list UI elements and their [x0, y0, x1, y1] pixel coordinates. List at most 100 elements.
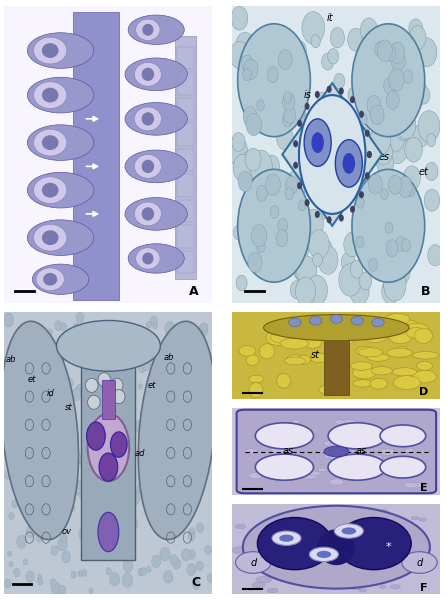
- Ellipse shape: [402, 552, 437, 574]
- Circle shape: [23, 479, 26, 485]
- Circle shape: [287, 521, 302, 527]
- Bar: [175, 36, 196, 279]
- Circle shape: [44, 347, 52, 359]
- Circle shape: [187, 563, 196, 575]
- Circle shape: [76, 384, 83, 394]
- Ellipse shape: [309, 316, 322, 325]
- Ellipse shape: [386, 313, 410, 325]
- Ellipse shape: [128, 244, 184, 273]
- Circle shape: [69, 340, 77, 351]
- Bar: [177, 47, 194, 69]
- Circle shape: [384, 77, 396, 94]
- Circle shape: [266, 35, 279, 54]
- Circle shape: [67, 424, 72, 431]
- Bar: [177, 175, 194, 197]
- Circle shape: [359, 111, 364, 118]
- Circle shape: [230, 41, 249, 69]
- Circle shape: [304, 199, 310, 206]
- Ellipse shape: [353, 380, 372, 387]
- Circle shape: [253, 582, 266, 588]
- Circle shape: [173, 559, 181, 569]
- Circle shape: [103, 550, 108, 557]
- Ellipse shape: [259, 344, 275, 359]
- Circle shape: [147, 509, 156, 522]
- Circle shape: [389, 541, 401, 546]
- Ellipse shape: [27, 125, 94, 160]
- Circle shape: [72, 388, 81, 401]
- Text: s: s: [94, 333, 98, 342]
- Ellipse shape: [342, 527, 356, 535]
- Circle shape: [276, 230, 288, 247]
- Circle shape: [270, 43, 283, 62]
- Circle shape: [394, 112, 414, 140]
- Circle shape: [361, 520, 373, 525]
- Circle shape: [377, 151, 394, 175]
- Circle shape: [165, 442, 172, 451]
- Circle shape: [28, 419, 33, 427]
- Circle shape: [412, 82, 428, 105]
- Bar: [177, 124, 194, 146]
- Circle shape: [169, 468, 176, 478]
- Bar: [177, 226, 194, 248]
- Circle shape: [84, 488, 91, 497]
- Circle shape: [189, 532, 195, 541]
- Ellipse shape: [270, 332, 294, 343]
- Ellipse shape: [335, 140, 363, 187]
- Circle shape: [178, 416, 188, 429]
- Circle shape: [192, 457, 199, 467]
- Ellipse shape: [289, 318, 301, 327]
- Circle shape: [291, 420, 300, 424]
- Circle shape: [317, 92, 327, 106]
- Ellipse shape: [1, 322, 79, 539]
- Circle shape: [44, 457, 48, 462]
- Circle shape: [334, 73, 345, 89]
- Circle shape: [50, 365, 58, 376]
- Circle shape: [126, 475, 135, 487]
- Circle shape: [394, 220, 415, 250]
- Text: A: A: [189, 284, 198, 298]
- Circle shape: [339, 88, 344, 95]
- Ellipse shape: [318, 529, 355, 565]
- Circle shape: [405, 426, 422, 433]
- Circle shape: [289, 443, 300, 448]
- Circle shape: [302, 11, 325, 44]
- Circle shape: [293, 162, 298, 169]
- Circle shape: [127, 490, 133, 498]
- Circle shape: [122, 324, 132, 338]
- Circle shape: [339, 264, 362, 296]
- Circle shape: [350, 260, 363, 278]
- Text: ad: ad: [135, 449, 145, 457]
- Circle shape: [311, 35, 320, 48]
- Circle shape: [384, 275, 398, 296]
- Ellipse shape: [136, 248, 160, 269]
- Ellipse shape: [297, 355, 311, 364]
- Circle shape: [388, 69, 404, 91]
- Bar: [177, 72, 194, 95]
- Ellipse shape: [336, 325, 352, 334]
- Circle shape: [141, 568, 147, 575]
- Circle shape: [188, 550, 195, 559]
- Circle shape: [246, 200, 259, 220]
- Circle shape: [429, 561, 438, 565]
- Ellipse shape: [125, 103, 187, 135]
- Ellipse shape: [371, 367, 392, 375]
- Circle shape: [341, 252, 355, 272]
- Ellipse shape: [337, 334, 354, 345]
- Circle shape: [339, 214, 344, 221]
- Ellipse shape: [238, 24, 310, 137]
- Circle shape: [99, 466, 103, 471]
- Bar: [81, 346, 135, 560]
- Circle shape: [375, 124, 384, 136]
- Ellipse shape: [87, 422, 105, 450]
- Circle shape: [109, 414, 114, 421]
- Ellipse shape: [136, 19, 160, 40]
- Circle shape: [386, 91, 399, 109]
- Circle shape: [349, 541, 364, 548]
- Circle shape: [50, 429, 55, 436]
- Ellipse shape: [319, 385, 346, 395]
- Circle shape: [78, 571, 82, 577]
- Circle shape: [316, 238, 332, 261]
- Circle shape: [137, 484, 144, 493]
- Circle shape: [329, 547, 342, 552]
- Circle shape: [348, 276, 361, 296]
